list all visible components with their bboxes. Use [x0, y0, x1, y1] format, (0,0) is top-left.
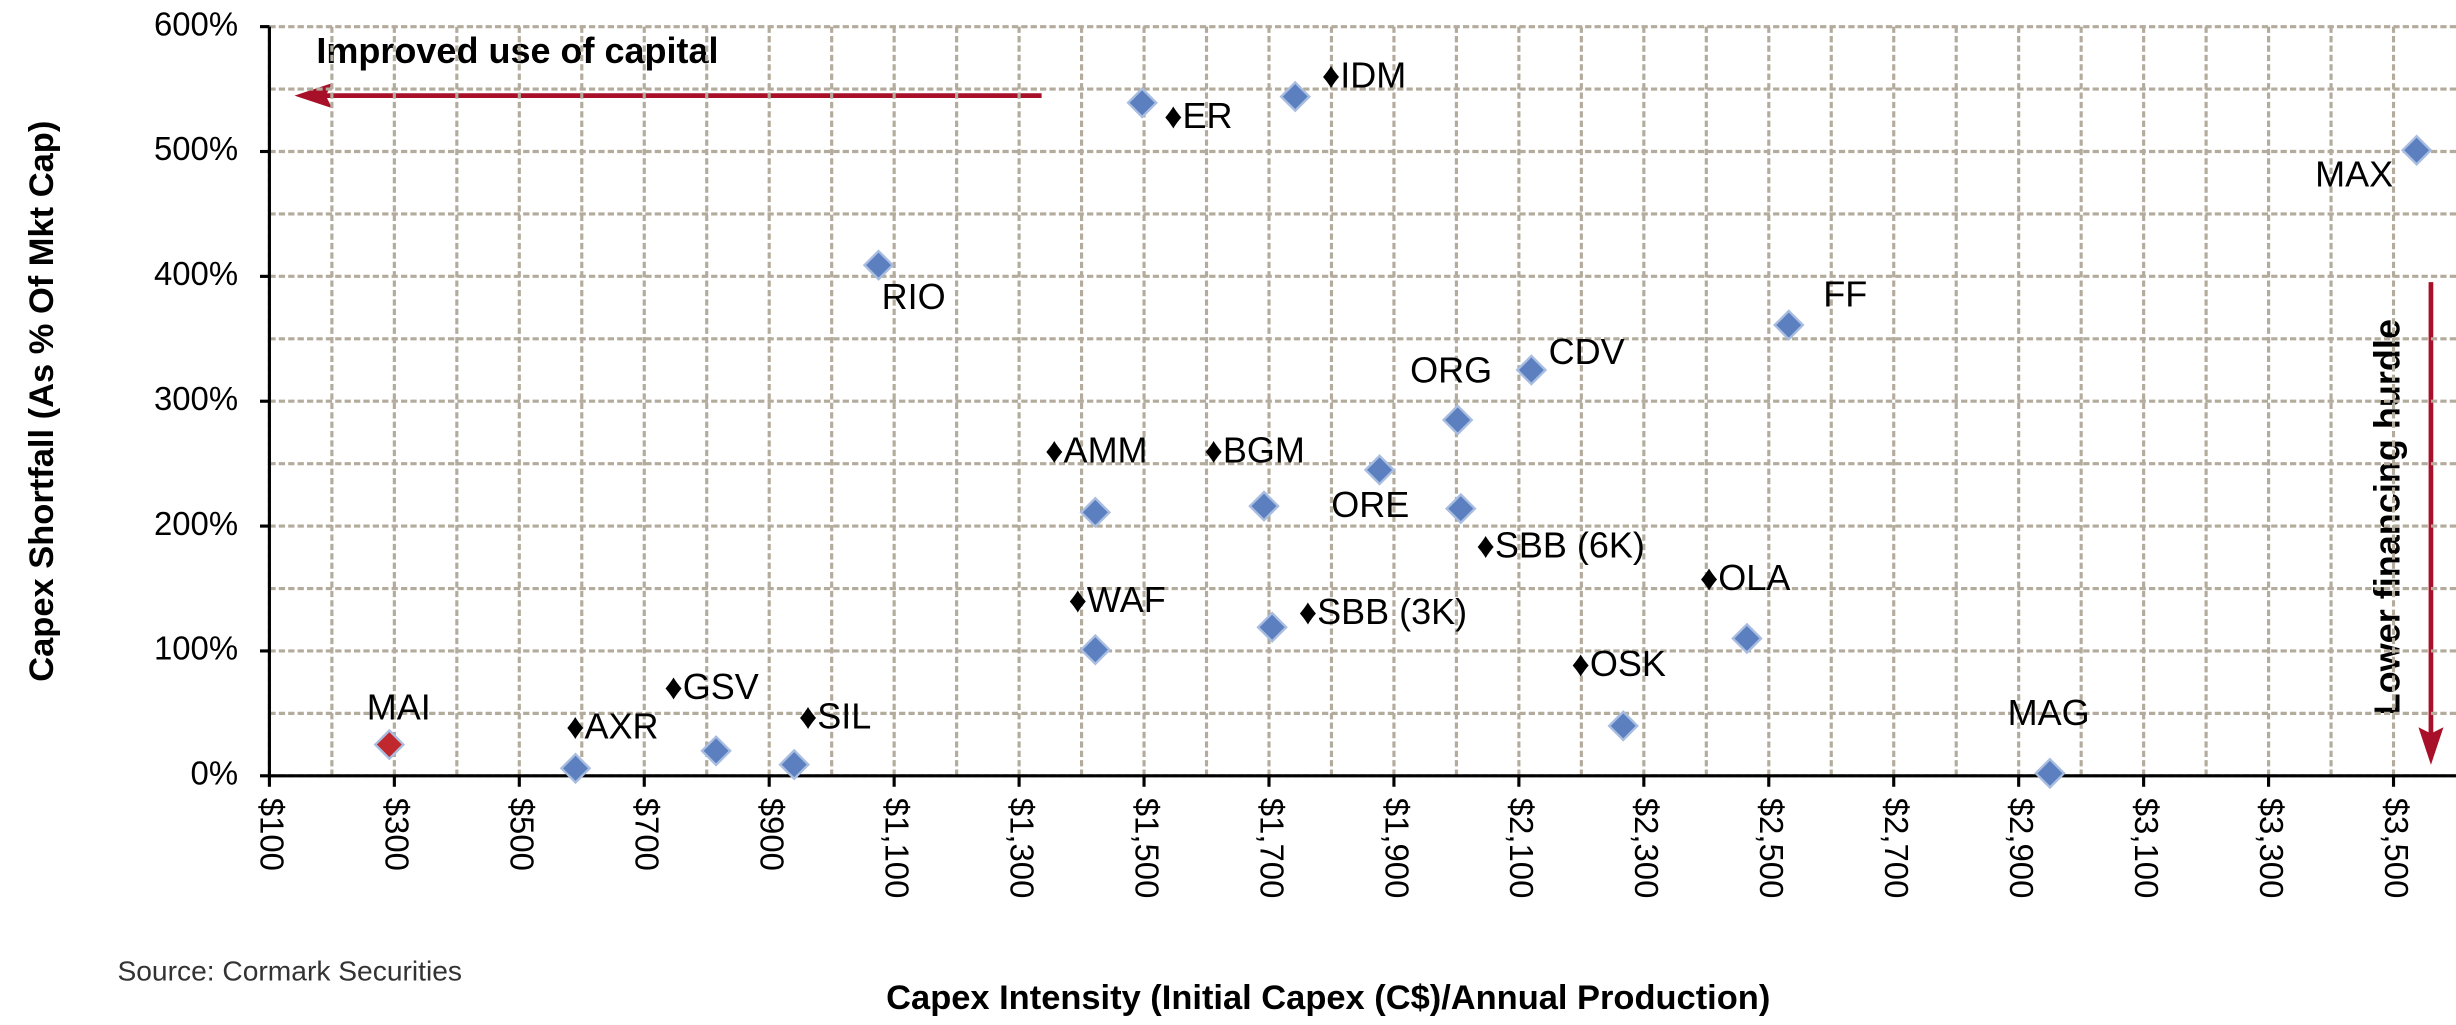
point: [1607, 710, 1639, 742]
x-tick-label: $3,100: [2128, 798, 2165, 899]
x-tick-label: $1,700: [1253, 798, 1290, 899]
point-label: ♦ER: [1164, 95, 1232, 136]
point-label: ♦SBB (6K): [1476, 524, 1644, 565]
point-label: MAI: [367, 687, 431, 728]
point: [1248, 490, 1280, 522]
x-tick-label: $1,500: [1128, 798, 1165, 899]
point: [2400, 134, 2433, 167]
y-tick-label: 300%: [154, 380, 238, 417]
source: Source: Cormark Securities: [117, 955, 462, 987]
y-tick-label: 400%: [154, 255, 238, 292]
point-label: ♦BGM: [1204, 429, 1304, 470]
x-tick-label: $2,300: [1628, 798, 1665, 899]
x-tick-label: $1,300: [1003, 798, 1040, 899]
point-label: ORG: [1410, 349, 1492, 390]
x-tick-label: $2,100: [1503, 798, 1540, 899]
point-label: ♦OSK: [1572, 643, 1666, 684]
point-label: ♦AMM: [1045, 429, 1147, 470]
point-label: ♦AXR: [566, 706, 658, 747]
point-label: ♦SBB (3K): [1299, 591, 1467, 632]
x-tick-label: $3,300: [2253, 798, 2290, 899]
point-label: RIO: [882, 276, 946, 317]
x-tick-label: $2,700: [1878, 798, 1915, 899]
y-tick-label: 500%: [154, 130, 238, 167]
point-label: ♦OLA: [1700, 557, 1790, 598]
point: [373, 728, 406, 761]
point: [559, 752, 592, 785]
x-tick-label: $300: [379, 798, 416, 871]
y-tick-label: 100%: [154, 630, 238, 667]
point: [2034, 757, 2066, 790]
point: [1363, 454, 1396, 486]
point: [1126, 87, 1158, 119]
x-tick-label: $2,500: [1753, 798, 1790, 899]
point: [1773, 309, 1805, 341]
y-tick-label: 200%: [154, 505, 238, 542]
y-tick-label: 600%: [154, 5, 238, 42]
y-tick-label: 0%: [191, 754, 239, 791]
x-tick-label: $1,100: [878, 798, 915, 899]
point-label: FF: [1823, 273, 1867, 314]
point: [700, 735, 732, 767]
arrow-head: [2418, 727, 2444, 765]
point-label: ♦IDM: [1322, 54, 1406, 95]
point: [1445, 492, 1477, 525]
x-tick-label: $100: [254, 798, 291, 871]
point: [1441, 404, 1474, 436]
x-axis-label: Capex Intensity (Initial Capex (C$)/Annu…: [886, 979, 1770, 1017]
point: [862, 249, 895, 281]
point: [1731, 622, 1763, 655]
x-tick-label: $900: [754, 798, 791, 871]
point: [778, 748, 810, 781]
annotation: Lower financing hurdle: [2367, 319, 2408, 715]
point-label: ORE: [1331, 484, 1409, 525]
point: [1279, 80, 1311, 113]
x-tick-label: $3,500: [2378, 798, 2415, 899]
point-label: ♦GSV: [664, 666, 758, 707]
point: [1256, 611, 1288, 643]
point-label: ♦SIL: [799, 696, 871, 737]
point: [1079, 633, 1112, 666]
annotation: Improved use of capital: [316, 30, 718, 71]
x-tick-label: $500: [504, 798, 541, 871]
point-label: ♦WAF: [1069, 579, 1166, 620]
y-axis-label: Capex Shortfall (As % Of Mkt Cap): [23, 121, 61, 682]
point: [1079, 496, 1112, 529]
x-tick-label: $700: [629, 798, 666, 871]
point-label: MAX: [2315, 153, 2393, 194]
x-tick-label: $2,900: [2003, 798, 2040, 899]
point: [1515, 354, 1548, 386]
x-tick-label: $1,900: [1378, 798, 1415, 899]
point-label: CDV: [1549, 331, 1625, 372]
point-label: MAG: [2008, 692, 2090, 733]
